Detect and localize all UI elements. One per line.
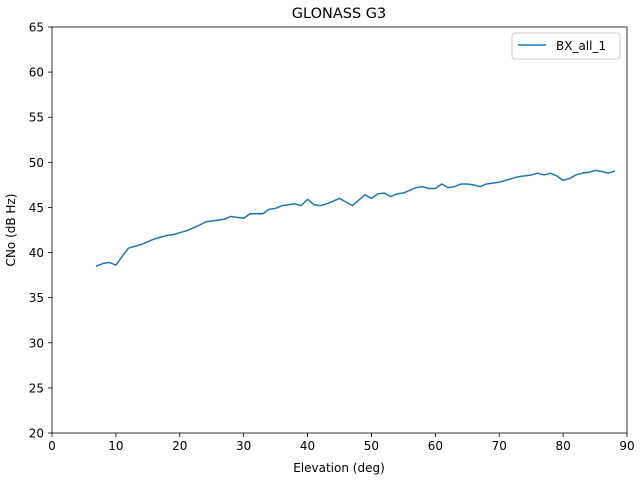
x-tick-label: 40 <box>300 439 315 453</box>
x-tick-label: 0 <box>48 439 56 453</box>
y-tick-label: 25 <box>29 381 44 395</box>
legend-label-bx-all-1: BX_all_1 <box>556 39 606 53</box>
x-tick-label: 80 <box>555 439 570 453</box>
y-tick-label: 65 <box>29 21 44 35</box>
y-tick-label: 50 <box>29 156 44 170</box>
y-axis-label: CNo (dB Hz) <box>4 194 18 267</box>
y-tick-label: 40 <box>29 246 44 260</box>
legend: BX_all_1 <box>511 32 621 60</box>
plot-area <box>52 27 627 433</box>
x-tick-label: 10 <box>108 439 123 453</box>
y-tick-label: 45 <box>29 201 44 215</box>
x-axis-label: Elevation (deg) <box>293 461 385 475</box>
x-tick-label: 50 <box>364 439 379 453</box>
x-tick-label: 70 <box>492 439 507 453</box>
legend-box <box>511 32 621 60</box>
y-tick-label: 20 <box>29 427 44 441</box>
y-tick-label: 60 <box>29 66 44 80</box>
chart-title: GLONASS G3 <box>292 6 386 22</box>
y-tick-label: 35 <box>29 291 44 305</box>
plot-frame <box>51 26 628 434</box>
series-line-bx-all-1 <box>95 169 616 268</box>
x-tick-label: 60 <box>428 439 443 453</box>
y-tick-label: 55 <box>29 111 44 125</box>
x-tick-label: 30 <box>236 439 251 453</box>
x-axis: 0 10 20 30 40 50 60 70 80 90 <box>48 433 635 453</box>
x-tick-label: 90 <box>619 439 634 453</box>
y-axis: 20 25 30 35 40 45 50 55 60 65 <box>29 21 52 441</box>
y-tick-label: 30 <box>29 336 44 350</box>
x-tick-label: 20 <box>172 439 187 453</box>
